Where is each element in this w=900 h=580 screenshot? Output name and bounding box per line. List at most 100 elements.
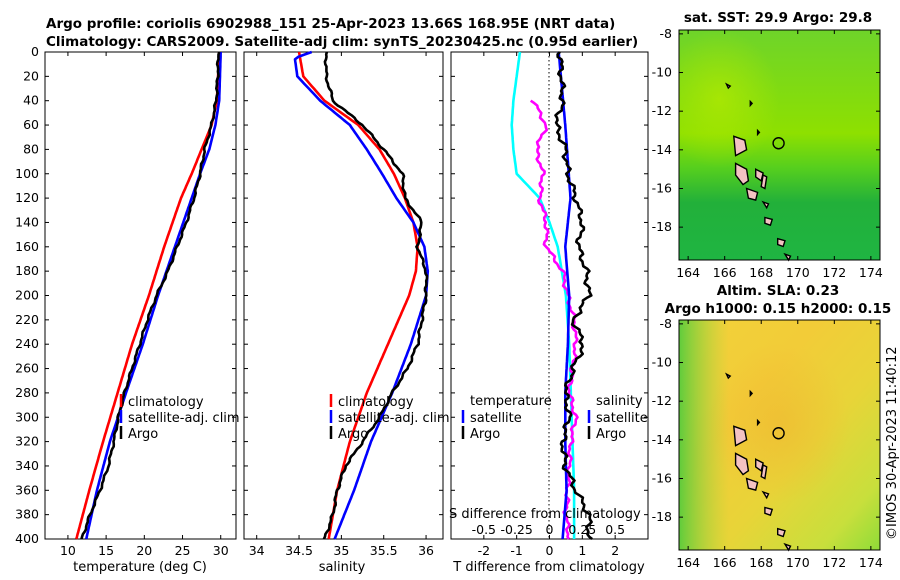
sla-map-island: [749, 389, 754, 398]
sst-map-island: [777, 237, 786, 248]
depth-tick-label: 340: [15, 458, 39, 473]
sla-map-island: [755, 458, 764, 472]
difference-series: [510, 51, 593, 541]
salinity-red-line: [297, 51, 419, 540]
sst-map-island: [783, 252, 792, 262]
legend-satellite-label: satellite-adj. clim: [338, 411, 450, 426]
legend-temperature-heading: temperature: [470, 394, 552, 409]
sst-map: sat. SST: 29.9 Argo: 29.8 164 166 168 170 17…: [652, 10, 883, 280]
salinity-legend: climatology satellite-adj. clim Argo: [329, 394, 450, 442]
sla-map-argo-position-marker: [772, 427, 785, 440]
sst-map-frame: [678, 29, 881, 261]
sst-map-lat-tick-label: -16: [652, 180, 672, 195]
figure-title-line1: Argo profile: coriolis 6902988_151 25-Ap…: [46, 16, 615, 32]
depth-tick-label: 140: [15, 214, 39, 229]
depth-tick-label: 100: [15, 166, 39, 181]
temperature-panel: 0204060801001201401601802002202402602803…: [15, 44, 648, 575]
sst-map-title: sat. SST: 29.9 Argo: 29.8: [684, 10, 872, 26]
depth-tick-label: 260: [15, 361, 39, 376]
sst-map-island: [755, 168, 764, 182]
depth-tick-label: 0: [31, 44, 39, 59]
sst-map-lat-tick-label: -14: [652, 142, 672, 157]
s-difference-tick-label: 0: [546, 522, 554, 537]
legend-argo-label: Argo: [338, 427, 368, 442]
depth-ticks: 0 20 40 60 80 100 120 140 160 180 200 220 240 260 280 3…: [15, 44, 648, 546]
sst-map-lat-tick-label: -18: [652, 219, 672, 234]
sla-map-lat-tick-label: -14: [652, 432, 672, 447]
salinity-tick-label: 34.5: [285, 543, 313, 558]
depth-tick-label: 60: [23, 117, 39, 132]
salinity-ticks: 34 34.5 35 35.5 36: [249, 52, 434, 558]
legend-s-satellite-label: satellite: [596, 411, 648, 426]
sst-map-lon-tick-label: 172: [822, 265, 846, 280]
sst-field-warm-patch: [679, 30, 880, 260]
salinity-series: [293, 50, 430, 540]
sla-map-lat-tick-label: -16: [652, 470, 672, 485]
legend-satellite-label: satellite-adj. clim: [128, 411, 240, 426]
sst-map-island: [724, 82, 732, 90]
sla-map-island: [724, 372, 732, 380]
depth-tick-label: 280: [15, 385, 39, 400]
sst-map-island: [756, 128, 761, 137]
salinity-tick-label: 36: [418, 543, 434, 558]
sla-map-island: [745, 477, 759, 491]
t-difference-tick-label: 1: [578, 543, 586, 558]
difference-salinity-legend: salinity satellite Argo: [587, 394, 648, 442]
t-difference-tick-label: -2: [478, 543, 490, 558]
temperature-black-line: [80, 51, 221, 540]
salinity-axes-box: [243, 51, 444, 540]
s-difference-tick-label: 0.5: [605, 522, 625, 537]
depth-tick-label: 40: [23, 93, 39, 108]
sla-map: Altim. SLA: 0.23 Argo h1000: 0.15 h2000:…: [652, 283, 892, 570]
temperature-tick-label: 10: [60, 543, 76, 558]
s-difference-ticks: -0.5 -0.25 0 0.25 0.5: [472, 522, 625, 537]
sla-map-lat-tick-label: -12: [652, 393, 672, 408]
depth-tick-label: 320: [15, 434, 39, 449]
t-difference-tick-label: 0: [546, 543, 554, 558]
sst-map-island: [749, 99, 754, 108]
s-difference-xlabel: S difference from climatology: [449, 507, 641, 522]
depth-tick-label: 20: [23, 68, 39, 83]
sst-map-lon-tick-label: 174: [859, 265, 883, 280]
difference-panel: -2 -1 0 1 2 T difference from climatology S …: [449, 51, 649, 575]
sst-map-island: [764, 216, 774, 227]
sst-map-argo-position-marker: [772, 137, 785, 150]
sla-map-island: [760, 463, 768, 480]
temperature-ticks: 10 15 20 25 30: [60, 52, 229, 558]
sst-map-lat-tick-label: -8: [660, 26, 673, 41]
depth-tick-label: 120: [15, 190, 39, 205]
sla-map-lon-tick-label: 164: [676, 555, 700, 570]
sla-map-lon-tick-label: 168: [749, 555, 773, 570]
difference-temperature-legend: temperature satellite Argo: [461, 394, 552, 442]
depth-tick-label: 360: [15, 482, 39, 497]
temperature-legend: climatology satellite-adj. clim Argo: [119, 394, 240, 442]
t-difference-tick-label: 2: [611, 543, 619, 558]
t-difference-xlabel: T difference from climatology: [452, 560, 645, 575]
depth-tick-label: 400: [15, 531, 39, 546]
sla-map-lat-tick-label: -8: [660, 316, 673, 331]
sla-map-title-line2: Argo h1000: 0.15 h2000: 0.15: [665, 301, 892, 317]
temperature-series: [75, 51, 222, 540]
t-difference-ticks: -2 -1 0 1 2: [478, 52, 619, 558]
depth-tick-label: 80: [23, 141, 39, 156]
sla-map-lon-tick-label: 170: [786, 555, 810, 570]
s-difference-tick-label: 0.25: [568, 522, 596, 537]
sst-map-lon-tick-label: 164: [676, 265, 700, 280]
sla-map-island: [733, 425, 748, 447]
sst-map-island: [733, 135, 748, 157]
sla-map-lat-tick-label: -10: [652, 355, 672, 370]
sst-map-lon-tick-label: 170: [786, 265, 810, 280]
depth-tick-label: 220: [15, 312, 39, 327]
temperature-blue-line: [85, 51, 222, 540]
temperature-tick-label: 20: [136, 543, 152, 558]
salinity-tick-label: 34: [249, 543, 265, 558]
salinity-tick-label: 35.5: [370, 543, 398, 558]
legend-climatology-label: climatology: [128, 395, 204, 410]
legend-salinity-heading: salinity: [596, 394, 643, 409]
sst-map-island: [761, 200, 770, 210]
sst-map-lon-tick-label: 168: [749, 265, 773, 280]
legend-climatology-label: climatology: [338, 395, 414, 410]
legend-t-satellite-label: satellite: [470, 411, 522, 426]
sst-map-lat-tick-label: -10: [652, 65, 672, 80]
